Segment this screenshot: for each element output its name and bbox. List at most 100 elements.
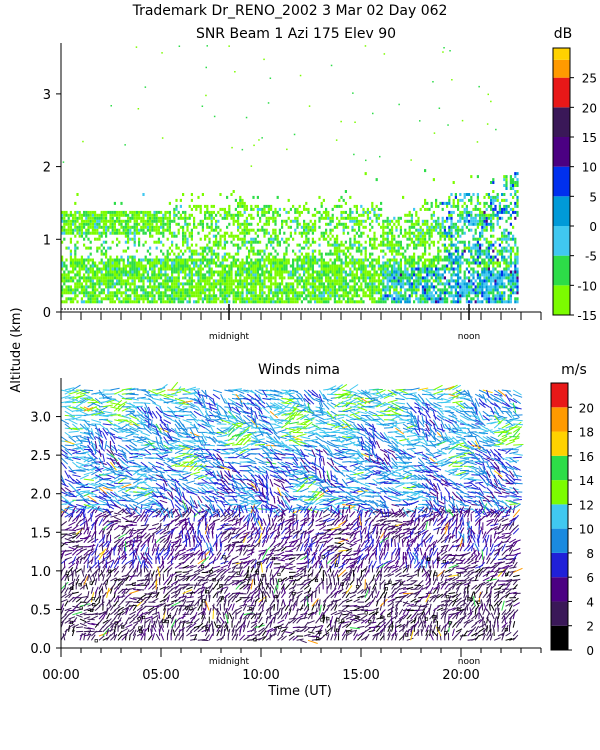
snr-cell bbox=[210, 273, 213, 277]
snr-cell bbox=[360, 213, 363, 217]
snr-cell bbox=[239, 195, 242, 199]
snr-cell bbox=[349, 279, 352, 283]
snr-cell bbox=[322, 291, 325, 295]
snr-cell bbox=[133, 285, 136, 289]
snr-cell bbox=[355, 231, 358, 235]
snr-cell bbox=[78, 261, 81, 265]
snr-cell bbox=[314, 282, 317, 286]
wind-barb bbox=[90, 543, 95, 552]
snr-cell bbox=[454, 193, 457, 196]
snr-cell bbox=[501, 210, 504, 214]
snr-cell bbox=[485, 255, 488, 259]
snr-cell bbox=[514, 175, 517, 179]
snr-cell bbox=[338, 249, 341, 253]
snr-cell bbox=[274, 231, 277, 235]
snr-cell bbox=[144, 240, 147, 244]
snr-cell bbox=[135, 273, 138, 277]
snr-cell bbox=[358, 219, 361, 223]
snr-cell bbox=[179, 288, 182, 292]
snr-cell bbox=[69, 231, 72, 235]
snr-cell bbox=[98, 300, 101, 304]
snr-cell bbox=[395, 219, 398, 223]
snr-cell bbox=[74, 267, 77, 271]
snr-cell bbox=[230, 193, 233, 196]
snr-cell bbox=[404, 213, 407, 217]
snr-cell bbox=[267, 204, 270, 208]
snr-cell bbox=[252, 246, 255, 250]
wind-barb bbox=[85, 518, 89, 526]
snr-cell bbox=[439, 294, 442, 298]
snr-cell bbox=[320, 291, 323, 295]
snr-cell bbox=[362, 273, 365, 277]
snr-cell bbox=[404, 234, 407, 238]
snr-cell bbox=[435, 228, 438, 232]
wind-barb bbox=[91, 466, 101, 472]
snr-cell bbox=[311, 273, 314, 277]
snr-cell bbox=[360, 267, 363, 271]
snr-cell bbox=[505, 261, 508, 265]
snr-cell bbox=[252, 249, 255, 253]
snr-cell bbox=[105, 273, 108, 277]
snr-cell bbox=[393, 234, 396, 238]
snr-cell bbox=[226, 279, 229, 283]
snr-cell bbox=[459, 285, 462, 289]
snr-cell bbox=[457, 291, 460, 295]
snr-cell bbox=[164, 291, 167, 295]
snr-speckle bbox=[82, 140, 84, 143]
snr-cell bbox=[501, 258, 504, 262]
snr-cell bbox=[430, 234, 433, 238]
snr-cell bbox=[212, 210, 215, 214]
snr-cell bbox=[208, 210, 211, 214]
snr-cell bbox=[179, 213, 182, 217]
snr-cell bbox=[314, 294, 317, 298]
snr-cell bbox=[162, 273, 165, 277]
snr-cell bbox=[208, 261, 211, 265]
snr-cell bbox=[250, 204, 253, 208]
snr-cell bbox=[415, 261, 418, 265]
snr-cell bbox=[410, 225, 413, 229]
wind-barb bbox=[68, 491, 76, 498]
snr-cell bbox=[386, 240, 389, 244]
snr-cell bbox=[459, 276, 462, 280]
snr-cell bbox=[503, 249, 506, 253]
snr-cell bbox=[199, 258, 202, 262]
snr-cell bbox=[120, 210, 123, 214]
snr-cell bbox=[459, 198, 462, 202]
snr-cell bbox=[142, 279, 145, 283]
snr-cell bbox=[232, 255, 235, 259]
snr-cell bbox=[388, 240, 391, 244]
snr-cell bbox=[131, 267, 134, 271]
snr-cell bbox=[298, 255, 301, 259]
snr-cell bbox=[215, 243, 218, 247]
snr-cell bbox=[175, 243, 178, 247]
snr-cell bbox=[107, 219, 110, 223]
snr-cell bbox=[417, 222, 420, 226]
snr-colorbar-label: 5 bbox=[589, 190, 597, 204]
snr-cell bbox=[131, 264, 134, 268]
snr-cell bbox=[487, 213, 490, 217]
snr-cell bbox=[358, 276, 361, 280]
snr-cell bbox=[507, 243, 510, 247]
snr-cell bbox=[265, 267, 268, 271]
snr-cell bbox=[336, 204, 339, 208]
snr-cell bbox=[89, 225, 92, 229]
snr-cell bbox=[441, 288, 444, 292]
snr-cell bbox=[474, 252, 477, 256]
snr-cell bbox=[303, 285, 306, 289]
snr-cell bbox=[177, 291, 180, 295]
snr-cell bbox=[380, 288, 383, 292]
snr-cell bbox=[254, 294, 257, 298]
snr-cell bbox=[382, 282, 385, 286]
snr-cell bbox=[177, 264, 180, 268]
snr-cell bbox=[498, 261, 501, 265]
snr-cell bbox=[399, 285, 402, 289]
snr-cell bbox=[382, 276, 385, 280]
snr-cell bbox=[470, 300, 473, 304]
wind-barb bbox=[83, 633, 86, 641]
snr-cell bbox=[153, 267, 156, 271]
snr-cell bbox=[85, 291, 88, 295]
snr-cell bbox=[74, 246, 77, 250]
snr-cell bbox=[109, 285, 112, 289]
snr-cell bbox=[168, 258, 171, 262]
snr-cell bbox=[116, 216, 119, 220]
